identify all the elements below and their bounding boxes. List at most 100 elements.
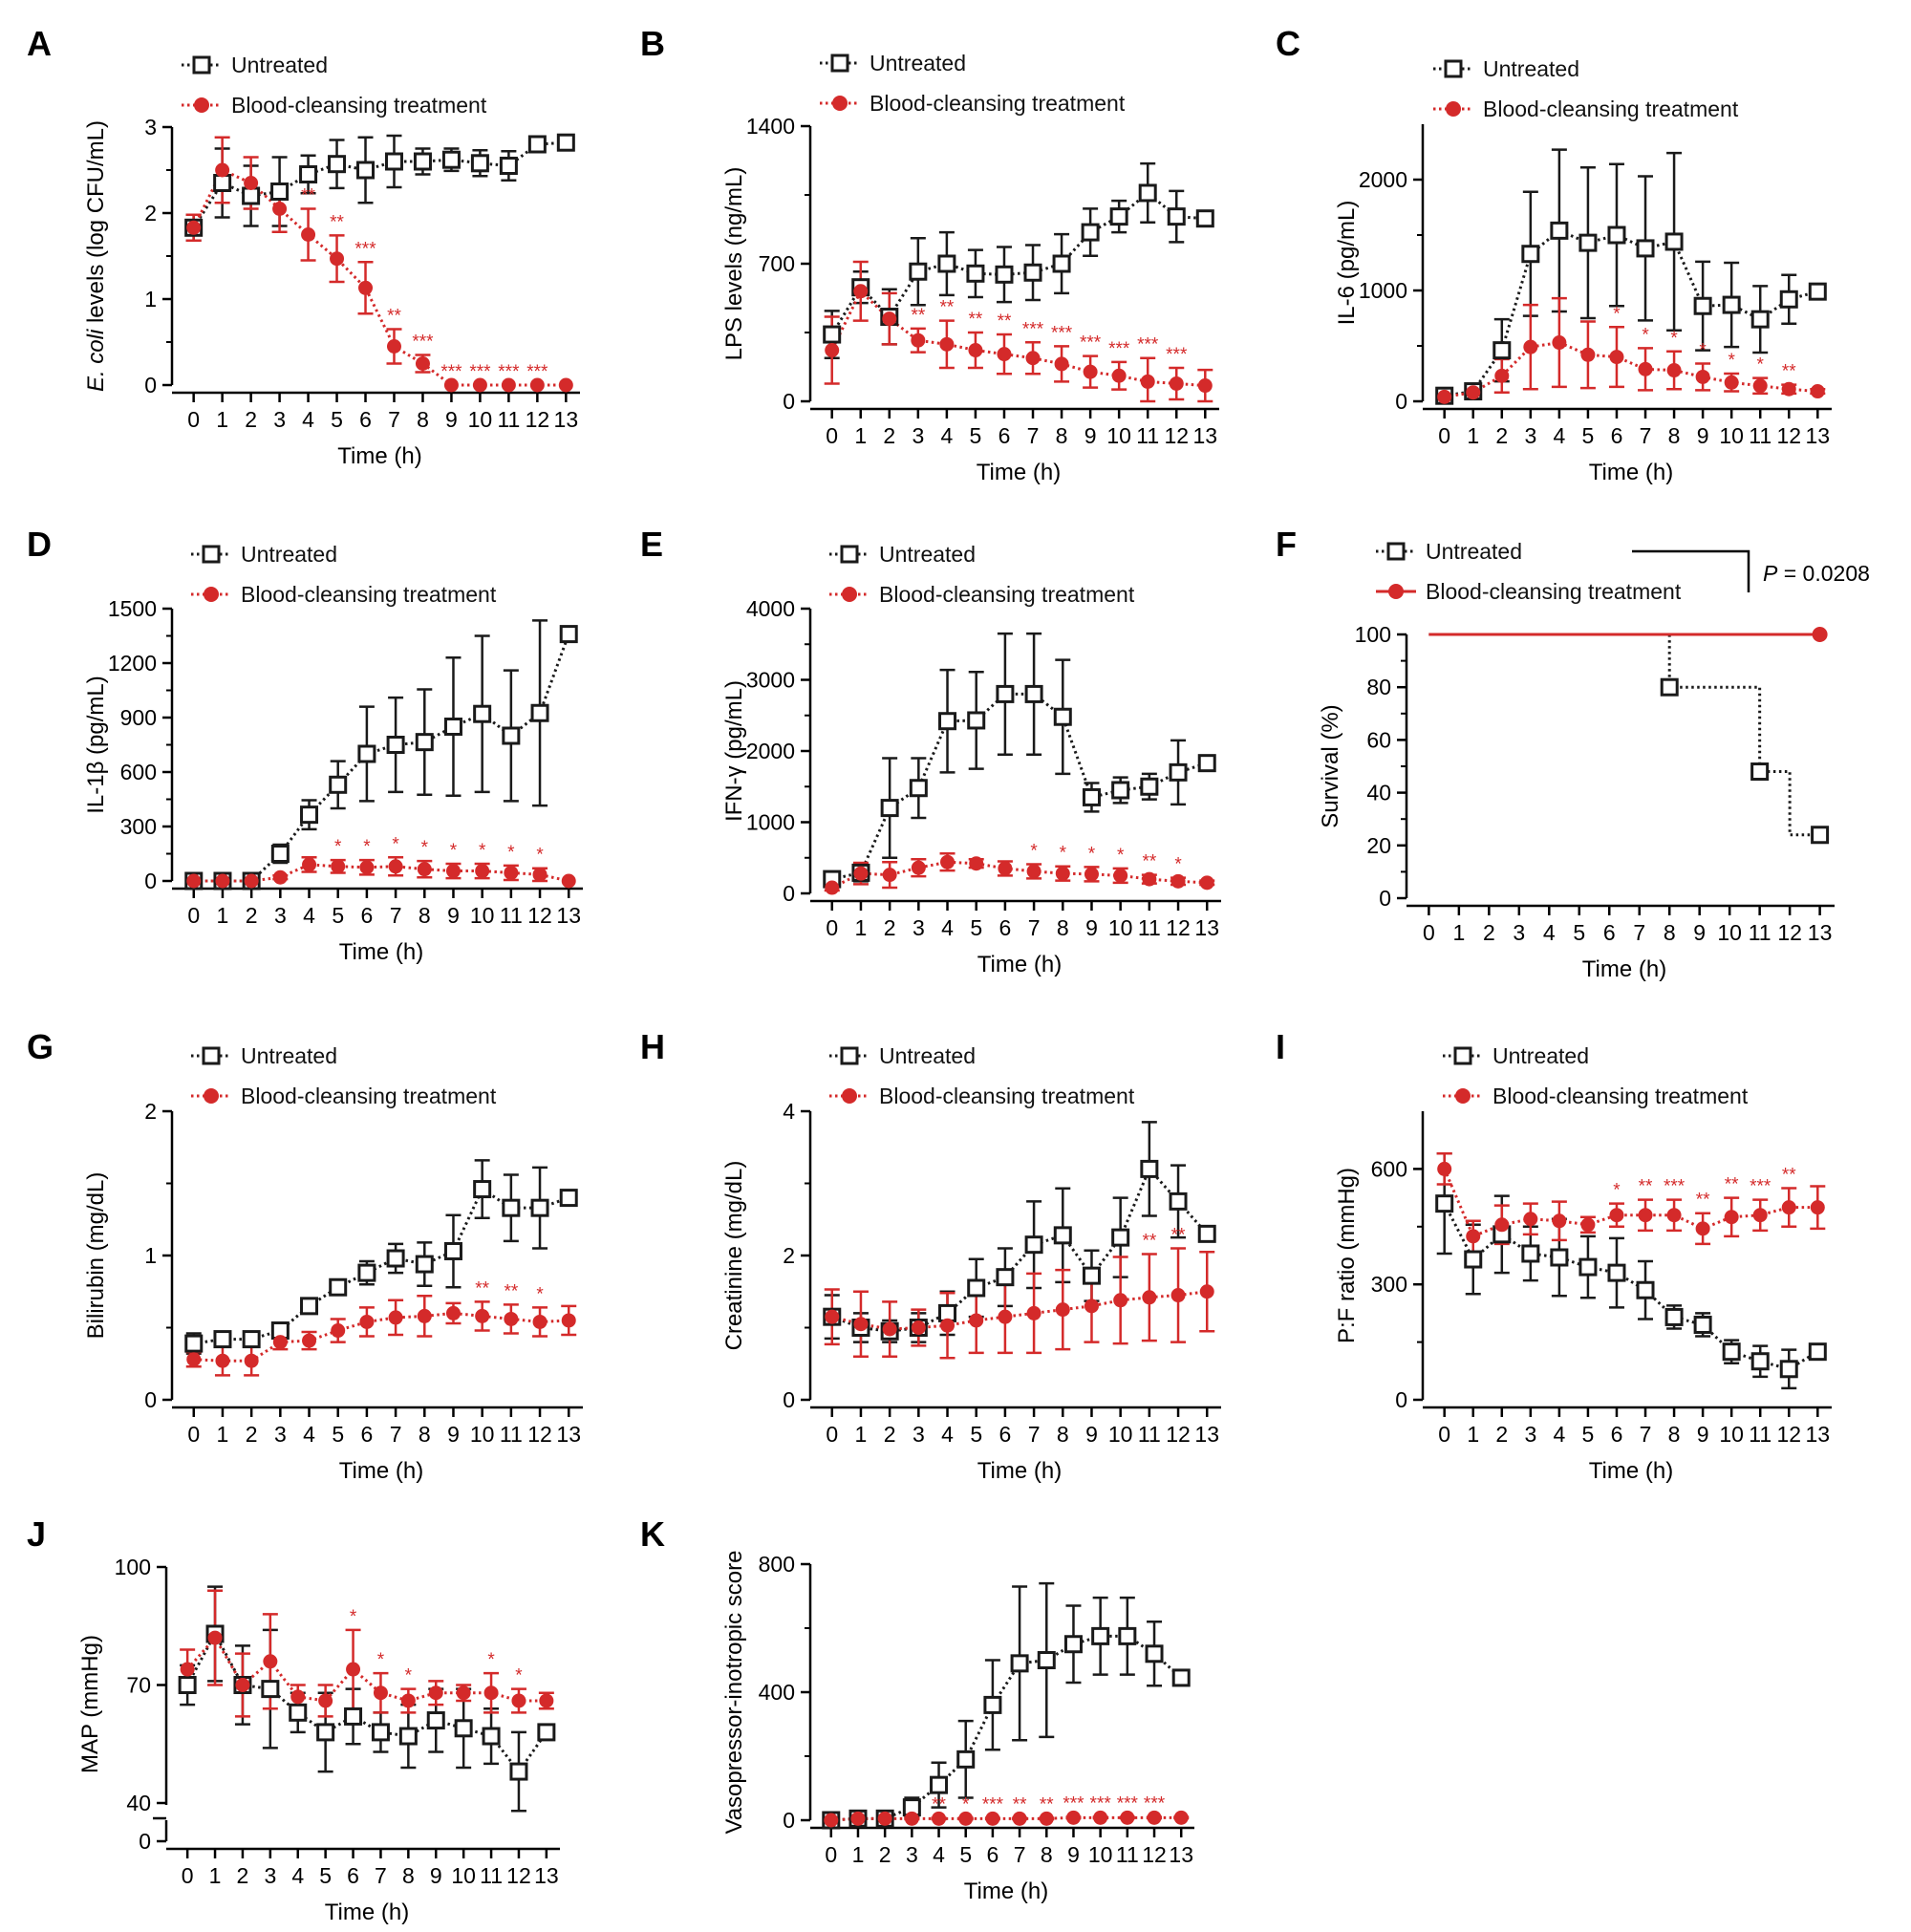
data-point-treated (969, 856, 984, 871)
significance-label: *** (1022, 319, 1044, 339)
data-point-treated (472, 377, 487, 393)
y-tick-label: 0 (1379, 886, 1391, 911)
data-point-untreated (329, 775, 348, 794)
data-point-treated (235, 1678, 250, 1692)
legend-treated-marker (1388, 584, 1404, 599)
data-point-untreated (1750, 762, 1770, 782)
data-point-treated (359, 1314, 375, 1329)
legend-untreated-label: Untreated (241, 542, 337, 567)
y-axis-label: Bilirubin (mg/dL) (83, 1172, 109, 1340)
x-tick-label: 8 (1057, 1422, 1069, 1447)
significance-label: *** (440, 362, 462, 382)
data-point-treated (882, 1321, 897, 1337)
data-point-treated (445, 1305, 461, 1320)
data-point-treated (853, 1317, 869, 1332)
data-point-untreated (344, 1707, 363, 1726)
data-point-treated (997, 347, 1012, 362)
data-point-untreated (1722, 295, 1741, 314)
data-point-untreated (300, 1297, 319, 1316)
data-point-treated (998, 861, 1013, 876)
data-point-untreated (938, 712, 957, 731)
y-tick-label: 2000 (746, 739, 795, 763)
legend-treated-marker (1446, 101, 1461, 117)
significance-label: * (450, 841, 458, 861)
data-point-untreated (1053, 1226, 1072, 1245)
data-point-untreated (1636, 1280, 1655, 1299)
data-point-treated (969, 1313, 984, 1328)
data-point-treated (1494, 1217, 1510, 1233)
data-point-treated (1810, 384, 1825, 399)
x-tick-label: 6 (361, 903, 374, 928)
data-point-treated (386, 339, 401, 354)
data-point-untreated (1118, 1626, 1137, 1645)
data-point-treated (417, 1308, 432, 1323)
data-point-untreated (1660, 677, 1679, 697)
x-tick-label: 12 (506, 1863, 531, 1888)
x-tick-label: 9 (1084, 423, 1097, 448)
data-point-treated (561, 873, 576, 889)
data-point-treated (853, 284, 869, 299)
data-point-treated (475, 1308, 490, 1323)
data-point-untreated (1722, 1342, 1741, 1362)
data-point-treated (1781, 1200, 1796, 1215)
significance-label: * (350, 1607, 357, 1627)
x-tick-label: 3 (274, 1422, 287, 1447)
panel-letter: G (27, 1027, 54, 1066)
data-point-untreated (509, 1762, 528, 1781)
significance-label: *** (1137, 335, 1159, 355)
data-point-untreated (1664, 232, 1684, 251)
significance-label: * (334, 837, 342, 857)
significance-label: *** (1166, 345, 1188, 365)
data-point-untreated (1435, 1194, 1454, 1213)
significance-label: ** (387, 307, 401, 327)
data-point-untreated (1023, 263, 1042, 282)
data-point-untreated (470, 154, 489, 173)
y-axis-label: P:F ratio (mmHg) (1334, 1168, 1360, 1343)
x-tick-label: 7 (1633, 920, 1645, 945)
x-tick-label: 9 (1697, 423, 1709, 448)
data-point-untreated (454, 1719, 473, 1738)
x-tick-label: 8 (417, 407, 429, 432)
data-point-treated (1083, 364, 1098, 379)
x-tick-label: 13 (556, 903, 581, 928)
legend-untreated-label: Untreated (231, 53, 328, 77)
y-axis-label: E. coli levels (log CFU/mL) (83, 120, 109, 392)
legend-untreated-label: Untreated (879, 542, 976, 567)
data-point-untreated (537, 1723, 556, 1742)
data-point-treated (1199, 1284, 1214, 1299)
x-tick-label: 4 (1553, 1422, 1565, 1447)
x-tick-label: 1 (209, 1863, 222, 1888)
data-point-untreated (270, 845, 290, 863)
data-point-treated (186, 873, 202, 889)
significance-label: * (1613, 1181, 1621, 1201)
data-point-untreated (1578, 1257, 1598, 1277)
data-point-treated (1065, 1810, 1081, 1825)
data-point-treated (358, 280, 374, 295)
y-tick-label: 80 (1366, 675, 1391, 699)
x-tick-label: 11 (497, 407, 520, 432)
data-point-untreated (1750, 310, 1770, 329)
x-tick-label: 10 (1717, 920, 1742, 945)
data-point-untreated (356, 161, 376, 180)
x-tick-label: 2 (246, 903, 258, 928)
data-point-untreated (441, 150, 461, 169)
x-tick-label: 12 (1166, 915, 1191, 940)
data-point-untreated (1607, 225, 1626, 245)
legend-untreated-label: Untreated (1426, 539, 1522, 564)
data-point-treated (388, 859, 403, 874)
data-point-untreated (1037, 1651, 1056, 1669)
x-tick-label: 3 (913, 915, 925, 940)
x-tick-label: 9 (445, 407, 458, 432)
data-point-untreated (502, 1198, 521, 1217)
x-tick-label: 8 (1056, 423, 1068, 448)
x-tick-label: 9 (1693, 920, 1706, 945)
data-point-untreated (1145, 1644, 1164, 1664)
x-tick-label: 1 (855, 1422, 868, 1447)
x-tick-label: 12 (1166, 1422, 1191, 1447)
data-point-treated (1580, 1217, 1596, 1233)
data-point-treated (958, 1811, 974, 1826)
data-point-treated (1012, 1811, 1027, 1826)
y-tick-label: 600 (120, 760, 157, 784)
x-tick-label: 6 (999, 1422, 1012, 1447)
